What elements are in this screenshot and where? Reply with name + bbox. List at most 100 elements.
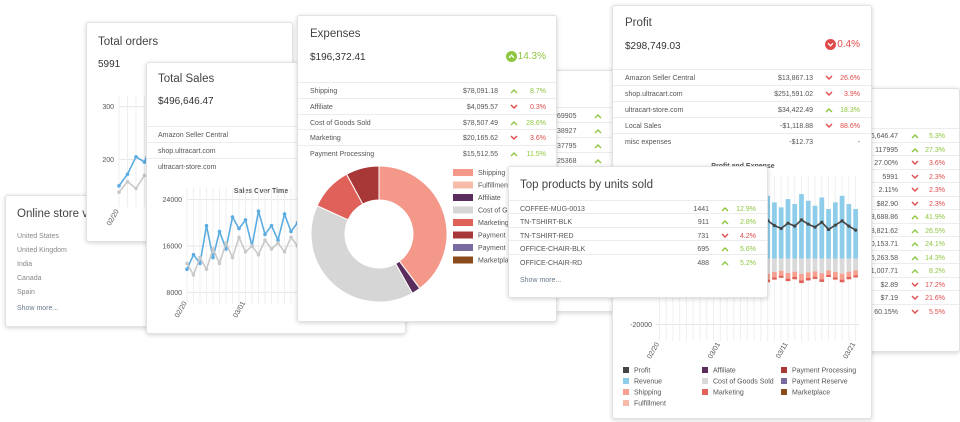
bar-segment (853, 209, 858, 259)
legend-label: Marketplace (792, 390, 830, 397)
row-amount: 1441 (693, 206, 709, 213)
bar-segment (812, 271, 818, 277)
row-change: 18.3% (840, 107, 860, 114)
point (276, 241, 280, 245)
row-label: shop.ultracart.com (158, 148, 216, 155)
down-arrow (721, 233, 729, 238)
up-arrow (510, 152, 518, 157)
row-value: 2.11% (878, 187, 898, 194)
table-row: ultracart-store.com (147, 158, 405, 174)
row-value: 6,646.47 (870, 133, 898, 140)
legend-label: Cost of Goods Sold (713, 379, 774, 386)
point (191, 252, 196, 257)
bar-segment (819, 258, 825, 274)
point (142, 173, 147, 178)
row-change: 3.6% (530, 135, 546, 143)
legend-label: Marketplace (478, 258, 516, 265)
arrow-stroke (825, 91, 833, 96)
up-arrow (825, 108, 833, 113)
row-change: 88.6% (840, 123, 860, 130)
bar-segment (819, 197, 825, 259)
row-label: OFFICE-CHAIR-BLK (520, 246, 586, 254)
up-arrow (911, 147, 919, 152)
arrow-stroke (825, 123, 833, 128)
table-row: 117995 27.3% (859, 141, 959, 158)
arrow-stroke (911, 174, 919, 179)
row-change: 11.5% (526, 151, 546, 159)
row-change: 5.6% (740, 246, 756, 254)
table-row: TN-TSHIRT-BLK 911 2.8% (509, 213, 767, 229)
show-more[interactable]: Show more... (520, 277, 562, 284)
row-change: 5.3% (929, 133, 945, 140)
row-label: Amazon Seller Central (158, 132, 229, 139)
legend-swatch (623, 378, 629, 384)
row-value: 27.00% (874, 160, 898, 167)
row-change: - (857, 139, 860, 146)
table-row: shop.ultracart.com (147, 142, 405, 158)
bar-segment (832, 258, 838, 273)
up-arrow (911, 255, 919, 260)
arrow-stroke (911, 295, 919, 300)
card-change: 14.3% (517, 51, 546, 62)
arrow-stroke (911, 215, 919, 220)
bar-segment (772, 202, 777, 259)
row-amount: 731 (697, 232, 709, 240)
country: United Kingdom (17, 247, 67, 254)
badge-circle (825, 39, 836, 50)
show-more[interactable]: Show more... (17, 305, 59, 312)
y-tick-label: 24000 (163, 197, 183, 204)
table-row: shop.ultracart.com $251,591.02 3.9% (613, 85, 871, 101)
bar-segment (785, 278, 791, 282)
y-tick-label: 200 (102, 157, 114, 164)
legend-label: Marketing (478, 220, 509, 227)
point (204, 223, 209, 228)
bar-segment (805, 200, 811, 259)
card-title: Total orders (98, 36, 159, 48)
bar-segment (792, 276, 798, 280)
row-value: 37795 (557, 143, 577, 150)
arrow-stroke (911, 269, 919, 274)
point (263, 238, 267, 242)
legend-swatch (702, 389, 708, 395)
bar-segment (799, 274, 804, 281)
table-row: ultracart-store.com $34,422.49 18.3% (613, 101, 871, 117)
x-tick-label: 03/21 (843, 341, 858, 360)
down-arrow (911, 160, 919, 165)
table-row: OFFICE-CHAIR-RD 488 5.2% (509, 253, 767, 270)
row-change: 8.7% (530, 88, 546, 95)
country: Spain (17, 289, 35, 296)
row-change: 24.1% (925, 241, 945, 248)
row-label: ultracart-store.com (625, 107, 684, 114)
bar-segment (819, 273, 825, 280)
legend-label: Shipping (478, 170, 505, 177)
point (793, 224, 797, 228)
row-label: Marketing (310, 135, 341, 143)
up-arrow (911, 242, 919, 247)
down-arrow (825, 75, 833, 80)
y-tick-label: 300 (102, 104, 114, 111)
up-arrow (911, 215, 919, 220)
legend-label: Revenue (634, 379, 662, 386)
table-row: 1,007.71 8.2% (859, 263, 959, 279)
table-row: 60.15% 5.5% (859, 303, 959, 320)
point (799, 218, 804, 222)
sales-chart: Sales Over Time 8000 16000 24000 02/20 03/01 (163, 188, 313, 319)
point (854, 228, 858, 232)
row-amount: -$1,118.88 (780, 123, 813, 130)
point (269, 247, 274, 251)
bar-segment (832, 272, 838, 278)
legend-label: Affiliate (478, 195, 501, 202)
row-value: 5991 (882, 173, 898, 181)
up-arrow (721, 220, 729, 225)
point (289, 229, 293, 234)
card-value: $298,749.03 (625, 41, 681, 52)
table-row: Shipping $78,091.18 8.7% (298, 82, 556, 98)
legend-swatch (453, 256, 473, 264)
x-tick-label: 03/11 (775, 341, 790, 359)
bar-segment (826, 270, 831, 275)
point (125, 172, 130, 177)
point (820, 220, 824, 224)
arrow-stroke (510, 104, 518, 109)
legend-swatch (453, 206, 473, 214)
